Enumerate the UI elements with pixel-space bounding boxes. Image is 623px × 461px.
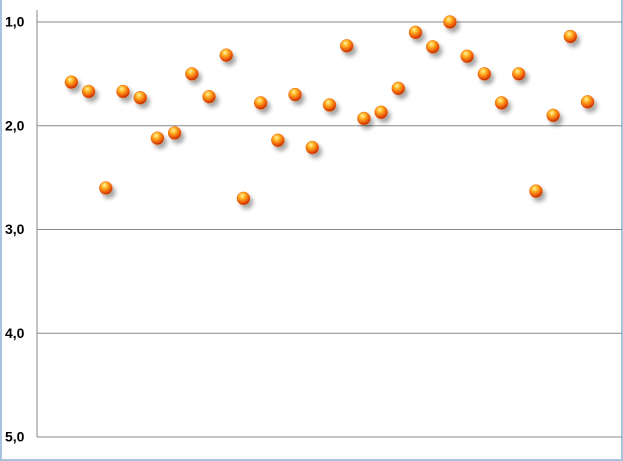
point — [236, 191, 251, 206]
point — [81, 84, 96, 99]
point — [305, 140, 320, 155]
point — [133, 90, 147, 105]
point — [477, 67, 492, 81]
point — [202, 89, 216, 104]
y-tick-label: 4,0 — [5, 325, 25, 341]
point — [529, 184, 543, 198]
point — [408, 25, 423, 40]
point — [219, 48, 234, 62]
y-tick-label: 2,0 — [5, 117, 25, 133]
y-tick-label: 1,0 — [5, 14, 25, 30]
point — [512, 67, 526, 81]
point — [271, 133, 285, 148]
point — [185, 67, 199, 81]
point — [99, 181, 113, 195]
point — [322, 98, 337, 112]
point — [116, 84, 130, 99]
point — [580, 95, 595, 109]
y-tick-label: 3,0 — [5, 221, 25, 237]
point — [374, 105, 388, 120]
point — [443, 15, 457, 29]
point — [391, 81, 406, 96]
point — [563, 29, 578, 44]
y-tick-label: 5,0 — [5, 429, 25, 445]
point — [339, 39, 354, 53]
point — [64, 75, 79, 89]
point — [288, 87, 302, 102]
point — [425, 40, 440, 54]
point — [494, 96, 509, 110]
point — [150, 131, 165, 145]
point — [546, 108, 560, 123]
point — [460, 49, 474, 63]
point — [357, 111, 371, 126]
point — [253, 96, 268, 110]
point — [167, 126, 182, 140]
